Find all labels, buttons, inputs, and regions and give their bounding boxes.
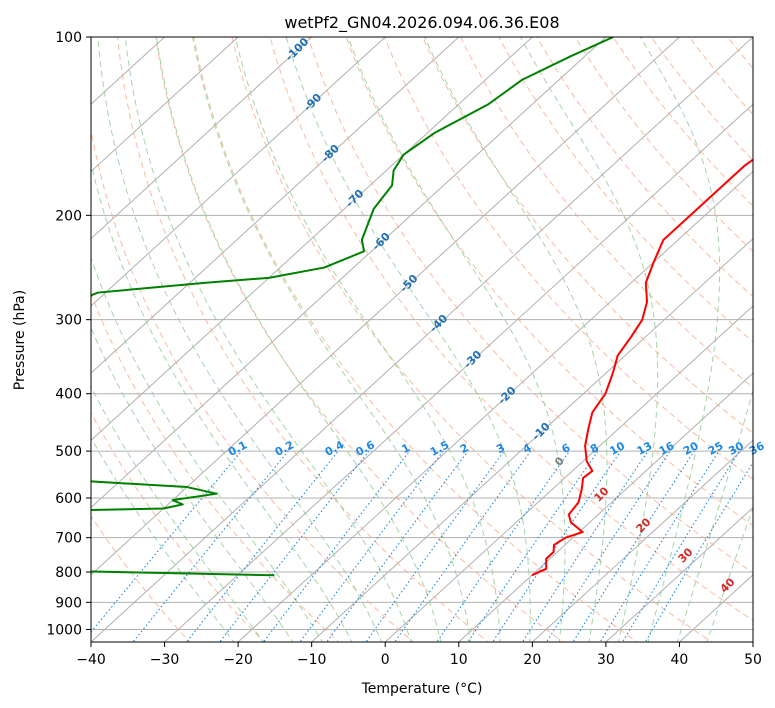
mixing-ratio-line — [599, 450, 720, 642]
x-tick-label: 20 — [523, 652, 541, 668]
isotherm-line — [531, 439, 753, 642]
dry-adiabat-line — [193, 37, 639, 642]
x-tick-label: −20 — [223, 652, 253, 668]
mixing-ratio-label: 10 — [607, 439, 627, 458]
y-axis-label: Pressure (hPa) — [12, 290, 28, 390]
x-tick-label: −10 — [297, 652, 327, 668]
isotherm-line — [311, 237, 753, 642]
isotherm-line — [91, 37, 239, 173]
mixing-ratio-label: 30 — [726, 439, 746, 458]
y-tick-label: 900 — [55, 595, 82, 611]
isotherm-line — [91, 37, 680, 576]
mixing-ratio-line — [521, 450, 649, 642]
dry-adiabat-line — [269, 37, 753, 622]
dry-adiabat-line — [91, 128, 415, 642]
mixing-ratio-label: 36 — [747, 439, 767, 458]
dry-adiabat-line — [91, 411, 265, 642]
moist-adiabat-line — [192, 37, 471, 642]
x-axis-label: Temperature (°C) — [361, 681, 483, 697]
mixing-ratio-line — [365, 450, 505, 642]
y-tick-label: 1000 — [46, 622, 82, 638]
x-tick-label: 0 — [381, 652, 390, 668]
sounding-series — [91, 37, 753, 577]
isotherm-line — [605, 506, 753, 642]
plot-frame — [90, 36, 754, 643]
moist-adiabat-line — [424, 37, 608, 642]
mixing-ratio-line — [299, 450, 444, 642]
moist-adiabat-line — [706, 506, 753, 642]
temperature-profile-line — [531, 158, 753, 577]
mixing-ratio-line — [132, 450, 289, 642]
isotherm-line — [91, 37, 607, 509]
dry-adiabat-line — [345, 37, 753, 527]
mixing-ratio-line — [572, 450, 695, 642]
isotherm-line — [91, 37, 313, 240]
y-tick-label: 600 — [55, 491, 82, 507]
isotherm-line — [91, 37, 753, 642]
dry-adiabat-line — [117, 37, 489, 642]
dry-adiabat-line — [91, 292, 340, 642]
mixing-ratio-line — [467, 450, 599, 642]
moist-adiabat-line — [97, 37, 383, 642]
x-tick-label: −40 — [76, 652, 106, 668]
isotherm-line — [384, 305, 753, 642]
mixing-ratio-line — [436, 450, 570, 642]
mixing-ratio-label: 16 — [657, 439, 677, 458]
y-tick-label: 400 — [55, 387, 82, 403]
dewpoint-profile-line — [91, 37, 614, 577]
mixing-ratio-line — [219, 450, 370, 642]
mixing-ratio-label: 13 — [635, 439, 655, 458]
y-tick-label: 200 — [55, 208, 82, 224]
y-tick-label: 300 — [55, 313, 82, 329]
dry-adiabat-line — [231, 37, 713, 642]
moist-adiabat-line — [347, 37, 566, 642]
moist-adiabat-line — [91, 436, 235, 642]
chart-title: wetPf2_GN04.2026.094.06.36.E08 — [284, 13, 559, 33]
mixing-ratio-label: 25 — [706, 439, 726, 458]
y-tick-label: 700 — [55, 531, 82, 547]
isotherm-line — [458, 372, 753, 642]
moist-adiabat-line — [91, 326, 294, 642]
mixing-ratio-line — [326, 450, 469, 642]
dry-adiabat-line — [307, 37, 753, 574]
isotherm-line — [164, 103, 753, 642]
x-tick-label: 10 — [450, 652, 468, 668]
isotherm-line — [91, 37, 533, 442]
y-tick-label: 100 — [55, 30, 82, 46]
x-tick-label: 50 — [744, 652, 762, 668]
moist-adiabat-line — [155, 37, 442, 642]
x-tick-label: −30 — [150, 652, 180, 668]
moist-adiabat-line — [519, 37, 659, 642]
mixing-ratio-line — [492, 450, 622, 642]
mixing-ratio-label: 20 — [681, 439, 701, 458]
moist-adiabat-line — [234, 37, 501, 642]
mixing-ratio-line — [185, 450, 339, 642]
x-tick-label: 40 — [671, 652, 689, 668]
moist-adiabat-line — [285, 37, 531, 642]
y-tick-label: 800 — [55, 565, 82, 581]
x-tick-label: 30 — [597, 652, 615, 668]
isotherm-line — [91, 37, 386, 307]
moist-adiabat-line — [91, 385, 264, 642]
isotherm-line — [237, 170, 753, 642]
moist-adiabat-line — [676, 388, 753, 642]
axes: −40 −30 −20 −10 0 10 20 30 40 50 100 200 300 400 500 60… — [46, 30, 762, 668]
mixing-ratio-line — [394, 450, 532, 642]
y-tick-label: 500 — [55, 444, 82, 460]
moist-adiabat-line — [639, 37, 721, 642]
mixing-ratio-line — [545, 450, 671, 642]
